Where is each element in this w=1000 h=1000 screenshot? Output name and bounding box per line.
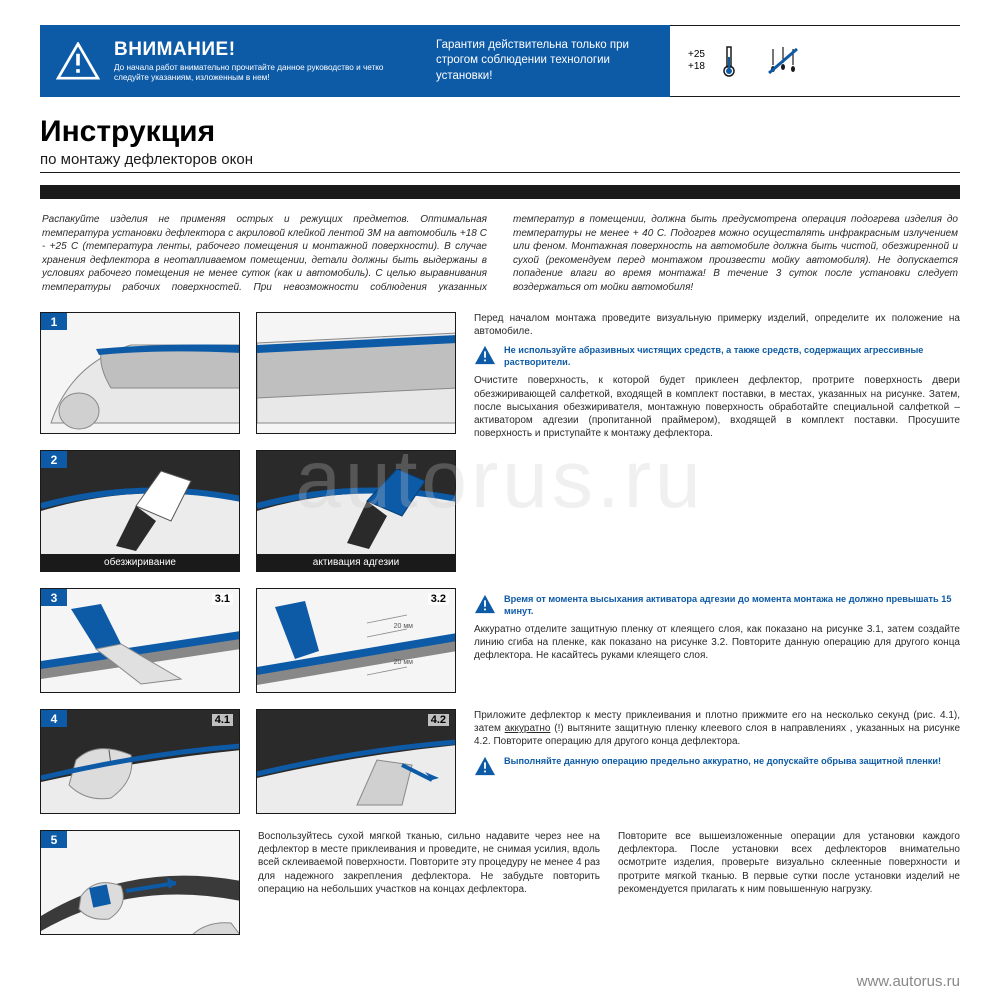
step-3-image-b: 3.2 20 мм 20 мм: [256, 588, 456, 693]
step-subnumber: 4.1: [212, 714, 233, 726]
step-number: 4: [41, 710, 67, 727]
row1-note: Не используйте абразивных чистящих средс…: [474, 345, 960, 368]
intro-paragraph: Распакуйте изделия не применяя острых и …: [40, 213, 960, 294]
page-subtitle: по монтажу дефлекторов окон: [40, 151, 960, 168]
step-2a-caption: обезжиривание: [41, 554, 239, 571]
warning-triangle-icon: [474, 594, 496, 614]
guarantee-text: Гарантия действительна только при строго…: [420, 38, 670, 85]
warning-triangle-icon: [474, 756, 496, 776]
top-banner: ВНИМАНИЕ! До начала работ внимательно пр…: [40, 25, 960, 97]
warning-title: ВНИМАНИЕ!: [114, 39, 404, 61]
step-5-image: 5: [40, 830, 240, 935]
step-4-image-a: 4 4.1: [40, 709, 240, 814]
temp-high: +25: [688, 49, 705, 61]
dimension-label: 20 мм: [394, 659, 413, 666]
conditions-icons: +25 +18: [670, 25, 960, 97]
step-subnumber: 3.1: [212, 593, 233, 605]
step-number: 3: [41, 589, 67, 606]
step-2-image-a: 2 обезжиривание: [40, 450, 240, 572]
temp-low: +18: [688, 61, 705, 73]
row5-text-a: Воспользуйтесь сухой мягкой тканью, силь…: [258, 830, 600, 935]
step-1-image: 1: [40, 312, 240, 434]
thermometer-icon: [711, 43, 747, 79]
warning-block: ВНИМАНИЕ! До начала работ внимательно пр…: [40, 39, 420, 84]
row4-note: Выполняйте данную операцию предельно акк…: [474, 756, 960, 776]
dimension-label: 20 мм: [394, 623, 413, 630]
warning-triangle-icon: [474, 345, 496, 365]
step-number: 5: [41, 831, 67, 848]
step-2-image-b: активация адгезии: [256, 450, 456, 572]
row5-text-b: Повторите все вышеизложенные операции дл…: [618, 830, 960, 935]
warning-subtitle: До начала работ внимательно прочитайте д…: [114, 63, 404, 84]
row1-text-2: Очистите поверхность, к которой будет пр…: [474, 374, 960, 440]
page-title: Инструкция: [40, 115, 960, 149]
row4-text: Приложите дефлектор к месту приклеивания…: [474, 709, 960, 749]
step-1-image-b: [256, 312, 456, 434]
row3-text: Аккуратно отделите защитную пленку от кл…: [474, 623, 960, 663]
footer-url: www.autorus.ru: [857, 973, 960, 990]
step-3-image-a: 3 3.1: [40, 588, 240, 693]
divider-bar: [40, 185, 960, 199]
step-number: 1: [41, 313, 67, 330]
warning-triangle-icon: [56, 42, 100, 80]
row3-note: Время от момента высыхания активатора ад…: [474, 594, 960, 617]
step-subnumber: 4.2: [428, 714, 449, 726]
step-number: 2: [41, 451, 67, 468]
step-2b-caption: активация адгезии: [257, 554, 455, 571]
step-4-image-b: 4.2: [256, 709, 456, 814]
no-water-icon: [765, 43, 801, 79]
row1-text-1: Перед началом монтажа проведите визуальн…: [474, 312, 960, 338]
step-subnumber: 3.2: [428, 593, 449, 605]
